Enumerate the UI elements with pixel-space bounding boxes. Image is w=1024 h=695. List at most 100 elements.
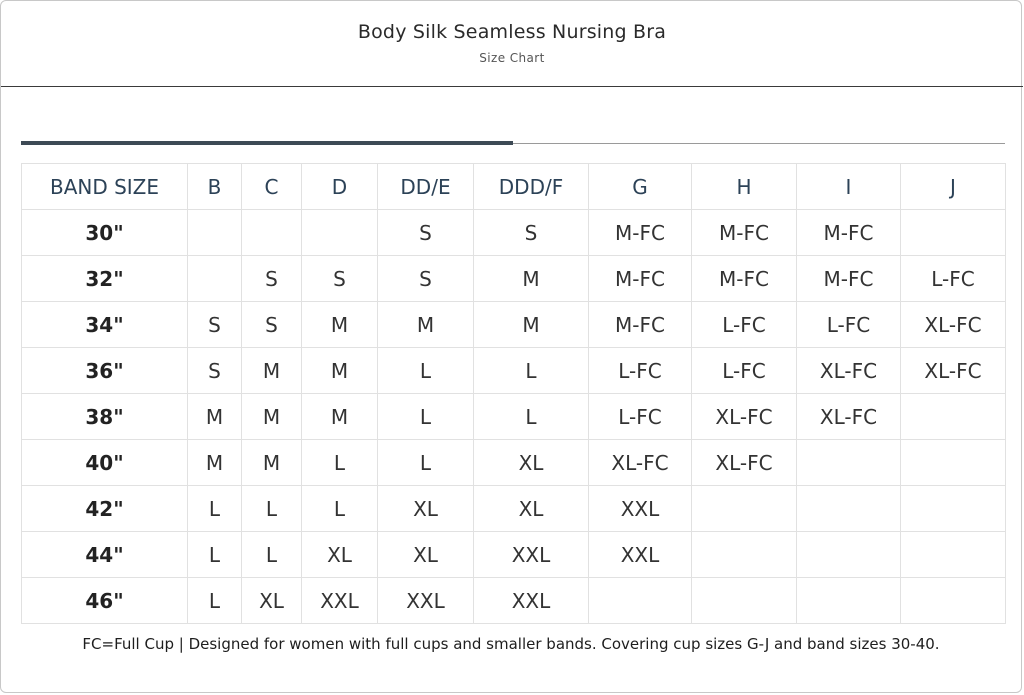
size-cell: L (473, 347, 589, 394)
size-cell (900, 577, 1006, 624)
size-cell: M-FC (691, 209, 797, 256)
size-cell: XXL (588, 531, 692, 578)
size-cell (241, 209, 302, 256)
size-cell: XXL (301, 577, 378, 624)
product-title: Body Silk Seamless Nursing Bra (357, 21, 667, 43)
size-cell: XL-FC (588, 439, 692, 486)
size-cell (900, 393, 1006, 440)
size-cell: M (473, 301, 589, 348)
band-size-cell: 30" (21, 209, 188, 256)
table-row: 30" S S M-FC M-FC M-FC (21, 209, 1006, 256)
size-cell: M-FC (796, 255, 901, 302)
size-cell: M (301, 393, 378, 440)
column-header-cup: I (796, 163, 901, 210)
table-row: 38" M M M L L L-FC XL-FC XL-FC (21, 393, 1006, 440)
size-cell: M-FC (588, 209, 692, 256)
size-cell: XXL (377, 577, 474, 624)
size-cell (301, 209, 378, 256)
table-row: 36" S M M L L L-FC L-FC XL-FC XL-FC (21, 347, 1006, 394)
size-cell: L (377, 347, 474, 394)
table-row: 40" M M L L XL XL-FC XL-FC (21, 439, 1006, 486)
size-cell (691, 577, 797, 624)
size-cell (796, 439, 901, 486)
size-cell: L (187, 485, 242, 532)
column-header-cup: G (588, 163, 692, 210)
size-cell: L (187, 531, 242, 578)
band-size-cell: 40" (21, 439, 188, 486)
column-header-cup: H (691, 163, 797, 210)
size-cell: S (377, 209, 474, 256)
size-cell: XL-FC (900, 301, 1006, 348)
table-header-row: BAND SIZE B C D DD/E DDD/F G H I J (21, 163, 1006, 210)
size-cell (691, 485, 797, 532)
full-cup-footnote: FC=Full Cup | Designed for women with fu… (82, 635, 940, 653)
size-cell: L-FC (796, 301, 901, 348)
size-cell: S (301, 255, 378, 302)
size-cell: L (377, 393, 474, 440)
band-size-cell: 32" (21, 255, 188, 302)
size-cell (796, 485, 901, 532)
size-cell: L-FC (900, 255, 1006, 302)
band-size-cell: 46" (21, 577, 188, 624)
size-cell (900, 531, 1006, 578)
size-cell: L (301, 439, 378, 486)
size-cell: XL (377, 485, 474, 532)
size-cell: M-FC (588, 255, 692, 302)
size-cell (900, 439, 1006, 486)
size-cell (187, 209, 242, 256)
size-cell: XXL (473, 577, 589, 624)
size-cell: L (473, 393, 589, 440)
column-header-cup: J (900, 163, 1006, 210)
size-cell: M (187, 439, 242, 486)
size-cell: L (301, 485, 378, 532)
table-row: 32" S S S M M-FC M-FC M-FC L-FC (21, 255, 1006, 302)
size-cell: M (301, 301, 378, 348)
table-row: 42" L L L XL XL XXL (21, 485, 1006, 532)
column-header-band-size: BAND SIZE (21, 163, 188, 210)
size-cell (900, 485, 1006, 532)
size-cell: M (241, 393, 302, 440)
size-cell: XXL (588, 485, 692, 532)
size-cell: L-FC (691, 347, 797, 394)
size-cell: XXL (473, 531, 589, 578)
size-cell: S (377, 255, 474, 302)
table-row: 34" S S M M M M-FC L-FC L-FC XL-FC (21, 301, 1006, 348)
size-cell (691, 531, 797, 578)
size-cell: S (187, 347, 242, 394)
size-cell: XL (241, 577, 302, 624)
size-cell: XL-FC (796, 347, 901, 394)
size-cell: XL-FC (796, 393, 901, 440)
column-header-cup: B (187, 163, 242, 210)
modal-header: Body Silk Seamless Nursing Bra Size Char… (1, 1, 1023, 87)
band-size-cell: 34" (21, 301, 188, 348)
size-cell: S (241, 255, 302, 302)
active-tab-indicator[interactable] (21, 141, 513, 145)
size-chart-table: BAND SIZE B C D DD/E DDD/F G H I J 30" S S M-FC M-FC M… (21, 163, 1006, 624)
size-cell (187, 255, 242, 302)
size-cell: M (241, 439, 302, 486)
size-cell: S (187, 301, 242, 348)
column-header-cup: DDD/F (473, 163, 589, 210)
size-cell: L (187, 577, 242, 624)
size-cell: M (187, 393, 242, 440)
size-cell (796, 531, 901, 578)
size-cell: L-FC (588, 347, 692, 394)
size-cell (900, 209, 1006, 256)
band-size-cell: 36" (21, 347, 188, 394)
size-cell: S (473, 209, 589, 256)
size-cell: M-FC (588, 301, 692, 348)
size-cell: XL (377, 531, 474, 578)
band-size-cell: 42" (21, 485, 188, 532)
size-cell: XL-FC (691, 393, 797, 440)
column-header-cup: C (241, 163, 302, 210)
size-cell: XL (301, 531, 378, 578)
size-cell (796, 577, 901, 624)
size-cell (588, 577, 692, 624)
band-size-cell: 38" (21, 393, 188, 440)
size-cell: L (241, 485, 302, 532)
size-cell: M (377, 301, 474, 348)
size-cell: XL (473, 485, 589, 532)
size-cell: M-FC (796, 209, 901, 256)
size-cell: L-FC (588, 393, 692, 440)
